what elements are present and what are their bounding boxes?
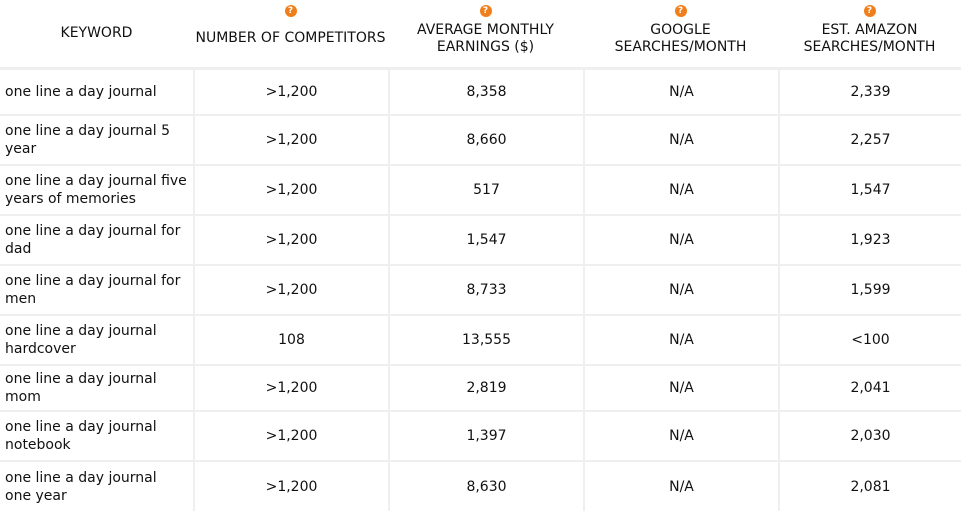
google-searches-cell: N/A [583, 366, 778, 410]
keyword-cell: one line a day journal [5, 84, 157, 100]
keyword-cell: one line a day journal for men [5, 273, 181, 307]
amazon-searches-cell: 2,030 [778, 412, 961, 460]
competitors-cell: >1,200 [193, 166, 388, 214]
competitors-cell: >1,200 [193, 366, 388, 410]
column-header-label: AVERAGE MONTHLY EARNINGS ($) [417, 21, 554, 55]
amazon-searches-cell: 1,923 [778, 216, 961, 264]
google-searches-cell: N/A [583, 462, 778, 511]
table-row[interactable]: one line a day journal one year >1,200 8… [0, 462, 961, 511]
amazon-searches-cell: 1,599 [778, 266, 961, 314]
help-icon[interactable]: ? [479, 5, 492, 17]
competitors-cell: >1,200 [193, 116, 388, 164]
amazon-searches-cell: <100 [778, 316, 961, 364]
table-row[interactable]: one line a day journal notebook >1,200 1… [0, 412, 961, 462]
earnings-cell: 8,660 [388, 116, 583, 164]
keyword-cell: one line a day journal notebook [5, 419, 157, 453]
keyword-cell: one line a day journal one year [5, 469, 157, 504]
keyword-cell: one line a day journal for dad [5, 223, 181, 257]
google-searches-cell: N/A [583, 216, 778, 264]
table-row[interactable]: one line a day journal hardcover 108 13,… [0, 316, 961, 366]
competitors-cell: >1,200 [193, 462, 388, 511]
earnings-cell: 1,547 [388, 216, 583, 264]
help-icon[interactable]: ? [863, 5, 876, 17]
earnings-cell: 1,397 [388, 412, 583, 460]
competitors-cell: >1,200 [193, 216, 388, 264]
column-header-label: GOOGLE SEARCHES/MONTH [614, 21, 747, 55]
google-searches-cell: N/A [583, 70, 778, 114]
keyword-cell: one line a day journal mom [5, 371, 157, 405]
column-header-label: KEYWORD [60, 25, 133, 41]
competitors-cell: >1,200 [193, 70, 388, 114]
competitors-cell: >1,200 [193, 412, 388, 460]
google-searches-cell: N/A [583, 412, 778, 460]
column-header-competitors[interactable]: ? NUMBER OF COMPETITORS [193, 0, 388, 67]
google-searches-cell: N/A [583, 166, 778, 214]
table-row[interactable]: one line a day journal 5 year >1,200 8,6… [0, 116, 961, 166]
column-header-keyword[interactable]: KEYWORD [0, 0, 193, 67]
competitors-cell: >1,200 [193, 266, 388, 314]
help-icon[interactable]: ? [674, 5, 687, 17]
table-row[interactable]: one line a day journal five years of mem… [0, 166, 961, 216]
table-row[interactable]: one line a day journal mom >1,200 2,819 … [0, 366, 961, 412]
earnings-cell: 8,733 [388, 266, 583, 314]
earnings-cell: 8,358 [388, 70, 583, 114]
column-header-label: EST. AMAZON SEARCHES/MONTH [803, 21, 936, 55]
column-header-label: NUMBER OF COMPETITORS [195, 30, 386, 46]
earnings-cell: 8,630 [388, 462, 583, 511]
help-icon[interactable]: ? [284, 5, 297, 17]
amazon-searches-cell: 1,547 [778, 166, 961, 214]
google-searches-cell: N/A [583, 316, 778, 364]
keyword-cell: one line a day journal 5 year [5, 123, 170, 157]
column-header-earnings[interactable]: ? AVERAGE MONTHLY EARNINGS ($) [388, 0, 583, 67]
amazon-searches-cell: 2,041 [778, 366, 961, 410]
google-searches-cell: N/A [583, 266, 778, 314]
amazon-searches-cell: 2,081 [778, 462, 961, 511]
table-row[interactable]: one line a day journal >1,200 8,358 N/A … [0, 70, 961, 116]
competitors-cell: 108 [193, 316, 388, 364]
earnings-cell: 2,819 [388, 366, 583, 410]
earnings-cell: 13,555 [388, 316, 583, 364]
google-searches-cell: N/A [583, 116, 778, 164]
keyword-cell: one line a day journal hardcover [5, 323, 157, 357]
keyword-cell: one line a day journal five years of mem… [5, 173, 187, 207]
table-header: KEYWORD ? NUMBER OF COMPETITORS ? AVERAG… [0, 0, 961, 70]
table-row[interactable]: one line a day journal for dad >1,200 1,… [0, 216, 961, 266]
amazon-searches-cell: 2,339 [778, 70, 961, 114]
table-row[interactable]: one line a day journal for men >1,200 8,… [0, 266, 961, 316]
amazon-searches-cell: 2,257 [778, 116, 961, 164]
earnings-cell: 517 [388, 166, 583, 214]
column-header-google-searches[interactable]: ? GOOGLE SEARCHES/MONTH [583, 0, 778, 67]
column-header-amazon-searches[interactable]: ? EST. AMAZON SEARCHES/MONTH [778, 0, 961, 67]
